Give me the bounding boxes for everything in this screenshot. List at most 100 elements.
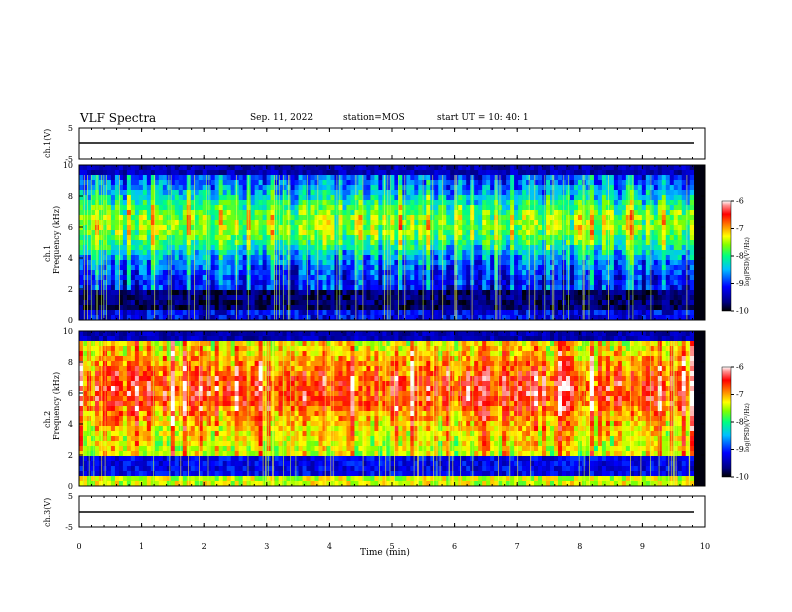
- spectrogram-cell: [350, 275, 355, 281]
- spectrogram-cell: [342, 275, 347, 281]
- spectrogram-cell: [258, 290, 263, 296]
- spectrogram-cell: [138, 315, 144, 321]
- spectrogram-cell: [589, 175, 595, 181]
- spectrogram-cell: [362, 165, 367, 171]
- spectrogram-cell: [617, 175, 623, 181]
- spectrogram-cell: [118, 185, 124, 191]
- spectrogram-cell: [174, 195, 180, 201]
- spectrogram-cell: [398, 295, 403, 301]
- spectrogram-cell: [342, 180, 347, 186]
- spectrogram-cell: [573, 220, 579, 226]
- spectrogram-cell: [637, 220, 643, 226]
- spectrogram-cell: [106, 315, 112, 321]
- spectrogram-cell: [478, 200, 483, 206]
- spectrogram-cell: [478, 175, 483, 181]
- spectrogram-cell: [246, 315, 251, 321]
- spectrogram-cell: [294, 240, 299, 246]
- spectrogram-cell: [629, 265, 635, 271]
- spectrogram-cell: [546, 240, 551, 246]
- spectrogram-cell: [601, 180, 607, 186]
- spectrogram-cell: [122, 235, 128, 241]
- spectrogram-cell: [222, 295, 227, 301]
- spectrogram-cell: [370, 310, 375, 316]
- spectrogram-cell: [150, 315, 156, 321]
- spectrogram-cell: [601, 305, 607, 311]
- spectrogram-cell: [577, 175, 583, 181]
- spectrogram-cell: [182, 270, 188, 276]
- spectrogram-cell: [222, 245, 227, 251]
- spectrogram-cell: [597, 235, 603, 241]
- spectrogram-cell: [466, 185, 471, 191]
- spectrogram-cell: [585, 305, 591, 311]
- spectrogram-cell: [677, 170, 683, 176]
- spectrogram-cell: [418, 175, 423, 181]
- spectrogram-cell: [625, 275, 631, 281]
- spectrogram-cell: [689, 185, 695, 191]
- spectrogram-cell: [250, 270, 255, 276]
- spectrogram-cell: [370, 250, 375, 256]
- spectrogram-cell: [298, 185, 303, 191]
- spectrogram-cell: [142, 265, 148, 271]
- spectrogram-cell: [86, 230, 92, 236]
- spectrogram-cell: [593, 275, 599, 281]
- spectrogram-cell: [362, 180, 367, 186]
- spectrogram-cell: [669, 215, 675, 221]
- spectrogram-cell: [410, 270, 415, 276]
- spectrogram-cell: [134, 175, 140, 181]
- spectrogram-cell: [490, 235, 495, 241]
- spectrogram-cell: [310, 225, 315, 231]
- spectrogram-cell: [665, 310, 671, 316]
- spectrogram-cell: [338, 195, 343, 201]
- spectrogram-cell: [90, 165, 96, 171]
- spectrogram-cell: [354, 260, 359, 266]
- spectrogram-cell: [406, 245, 411, 251]
- spectrogram-cell: [262, 295, 267, 301]
- spectrogram-cell: [322, 165, 327, 171]
- spectrogram-cell: [90, 466, 96, 472]
- spectrogram-cell: [633, 175, 639, 181]
- spectrogram-cell: [270, 170, 275, 176]
- spectrogram-cell: [406, 285, 411, 291]
- spectrogram-cell: [138, 180, 144, 186]
- spectrogram-cell: [246, 300, 251, 306]
- spectrogram-cell: [322, 265, 327, 271]
- spectrogram-cell: [649, 210, 655, 216]
- spectrogram-cell: [625, 260, 631, 266]
- spectrogram-cell: [490, 205, 495, 211]
- spectrogram-cell: [158, 165, 164, 171]
- spectrogram-cell: [573, 250, 579, 256]
- spectrogram-cell: [82, 275, 88, 281]
- spectrogram-cell: [326, 290, 331, 296]
- spectrogram-cell: [218, 185, 223, 191]
- spectrogram-cell: [645, 270, 651, 276]
- spectrogram-cell: [154, 310, 160, 316]
- spectrogram-cell: [502, 315, 507, 321]
- spectrogram-cell: [645, 275, 651, 281]
- spectrogram-cell: [298, 315, 303, 321]
- spectrogram-cell: [358, 215, 363, 221]
- spectrogram-cell: [625, 305, 631, 311]
- spectrogram-cell: [266, 225, 271, 231]
- spectrogram-cell: [522, 305, 527, 311]
- spectrogram-cell: [266, 210, 271, 216]
- spectrogram-cell: [681, 260, 687, 266]
- spectrogram-cell: [386, 265, 391, 271]
- spectrogram-cell: [198, 275, 204, 281]
- spectrogram-cell: [482, 195, 487, 201]
- spectrogram-cell: [645, 215, 651, 221]
- spectrogram-cell: [114, 220, 120, 226]
- spectrogram-cell: [322, 285, 327, 291]
- spectrogram-cell: [562, 240, 567, 246]
- spectrogram-cell: [665, 305, 671, 311]
- spectrogram-cell: [486, 230, 491, 236]
- spectrogram-cell: [174, 255, 180, 261]
- spectrogram-cell: [534, 255, 539, 261]
- spectrogram-cell: [450, 310, 455, 316]
- spectrogram-cell: [94, 371, 100, 377]
- spectrogram-cell: [330, 305, 335, 311]
- spectrogram-cell: [150, 240, 156, 246]
- spectrogram-cell: [685, 215, 691, 221]
- spectrogram-cell: [514, 215, 519, 221]
- spectrogram-cell: [673, 175, 679, 181]
- spectrogram-cell: [246, 260, 251, 266]
